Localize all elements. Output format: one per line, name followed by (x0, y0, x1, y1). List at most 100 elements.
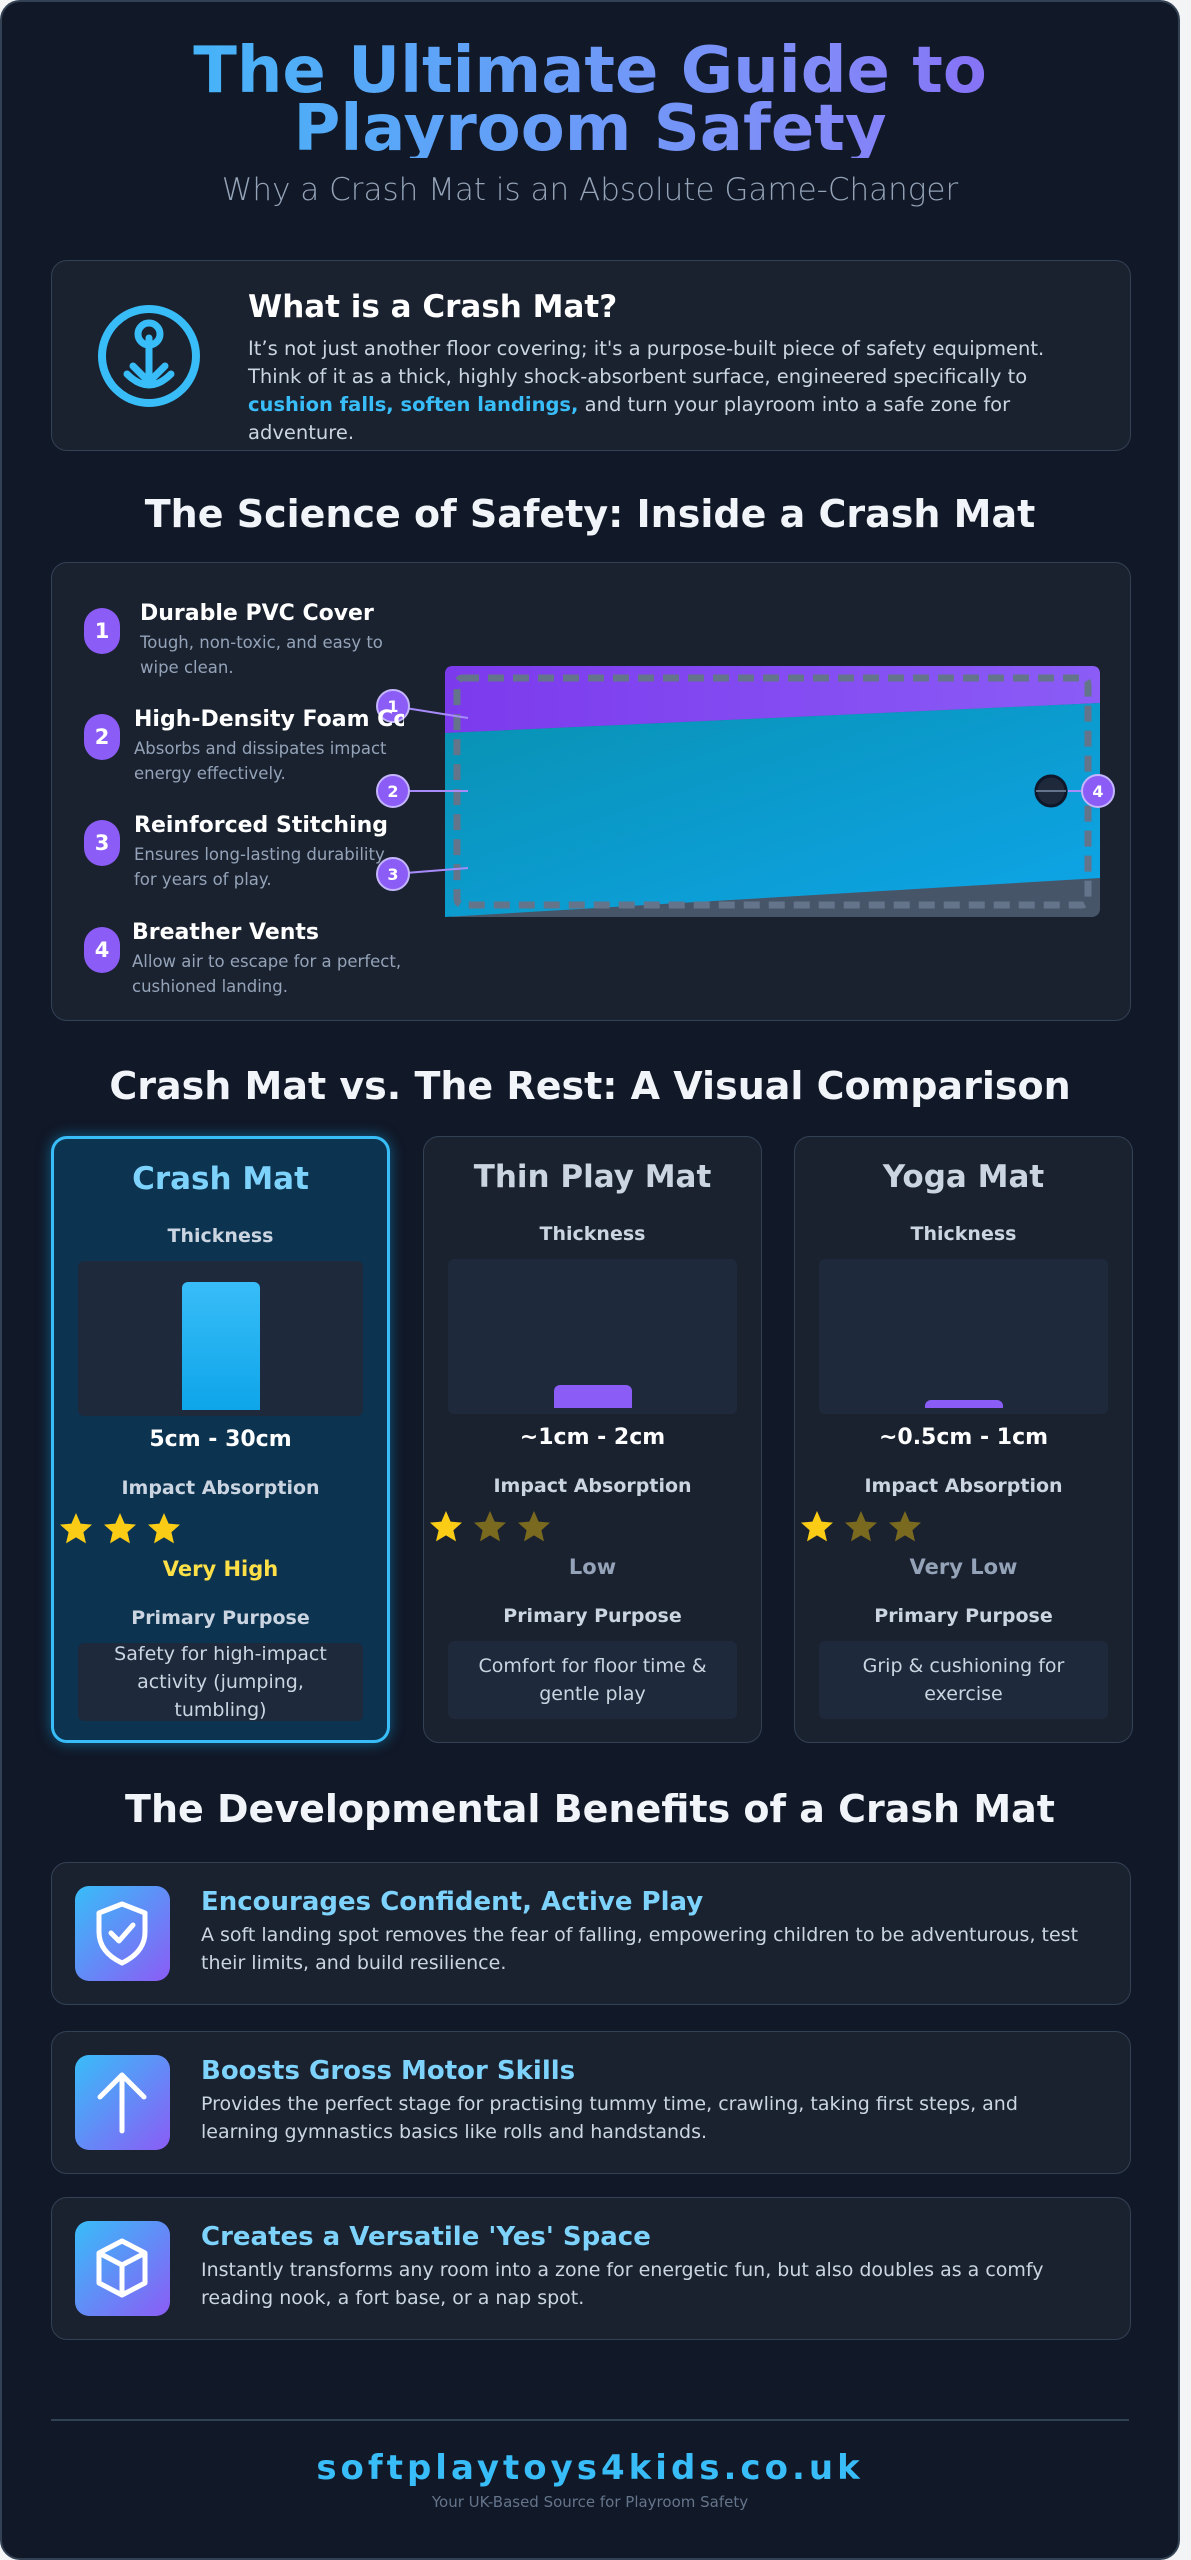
benefit-title: Boosts Gross Motor Skills (201, 2056, 576, 2086)
rating-label: Very High (162, 1557, 279, 1581)
purpose-text: Grip & cushioning for exercise (819, 1641, 1108, 1719)
star (474, 1511, 506, 1542)
layer-text: Allow air to escape for a perfect, cushi… (132, 952, 402, 996)
layer-item: Breather Vents Allow air to escape for a … (132, 920, 402, 999)
star (430, 1511, 462, 1542)
benefit-title: Encourages Confident, Active Play (201, 1887, 704, 1917)
rating-label: Low (568, 1555, 617, 1579)
intro-title: What is a Crash Mat? (248, 289, 618, 325)
thickness-value: 5cm - 30cm (149, 1427, 292, 1452)
purpose-text: Safety for high-impact activity (jumping… (78, 1643, 363, 1721)
star (889, 1511, 921, 1542)
icon-graphic (97, 2072, 147, 2134)
section-title: The Developmental Benefits of a Crash Ma… (125, 1787, 1055, 1831)
benefit-card: Boosts Gross Motor Skills Provides the pe… (51, 2031, 1131, 2174)
thickness-bar (553, 1385, 632, 1408)
callout-number: 4 (1092, 782, 1103, 801)
layer-title: High-Density Foam Core (134, 707, 404, 732)
layer-badge: 4 (84, 927, 120, 973)
thickness-label: Thickness (167, 1225, 274, 1247)
rating-label: Very Low (909, 1555, 1018, 1579)
benefit-icon (75, 2055, 170, 2150)
layer-badge: 1 (84, 608, 120, 654)
callout-marker (376, 774, 410, 808)
intro-highlight: cushion falls, soften landings, (248, 393, 579, 416)
layer-text: Tough, non-toxic, and easy to wipe clean… (140, 633, 383, 677)
layer-title: Durable PVC Cover (140, 601, 374, 626)
pvc-cover (445, 666, 1100, 733)
comparison-column: Crash Mat Thickness 5cm - 30cm Impact Absor… (51, 1136, 390, 1743)
star (60, 1513, 92, 1544)
comparison-column: Yoga Mat Thickness ~0.5cm - 1cm Impact Abso… (794, 1136, 1133, 1743)
section-title: Crash Mat vs. The Rest: A Visual Compari… (109, 1064, 1071, 1108)
callout-marker (1081, 774, 1115, 808)
star (148, 1513, 180, 1544)
purpose-label: Primary Purpose (874, 1605, 1053, 1627)
benefit-text: A soft landing spot removes the fear of … (201, 1924, 1079, 1974)
mat-name: Crash Mat (132, 1161, 309, 1197)
callout-number: 2 (387, 782, 398, 801)
layer-title: Breather Vents (132, 920, 320, 945)
layer-item: Reinforced Stitching Ensures long-lasting… (134, 813, 404, 892)
comparison-column: Thin Play Mat Thickness ~1cm - 2cm Impact A… (423, 1136, 762, 1743)
benefit-title: Creates a Versatile 'Yes' Space (201, 2222, 651, 2252)
callout-number: 3 (387, 865, 398, 884)
mat-name: Thin Play Mat (473, 1159, 712, 1195)
callout-number: 1 (387, 697, 398, 716)
star-rating (60, 1513, 180, 1544)
benefit-text: Provides the perfect stage for practisin… (201, 2093, 1018, 2143)
mat-diagram: 1 2 3 4 (376, 666, 1115, 917)
benefit-card: Creates a Versatile 'Yes' Space Instantly… (51, 2197, 1131, 2340)
star (104, 1513, 136, 1544)
benefit-icon (75, 1886, 170, 1981)
thickness-value: ~1cm - 2cm (519, 1425, 666, 1450)
impact-label: Impact Absorption (121, 1477, 320, 1499)
layer-text: Ensures long-lasting durability for year… (134, 845, 385, 889)
thickness-label: Thickness (539, 1223, 646, 1245)
star (845, 1511, 877, 1542)
site-name: softplaytoys4kids.co.uk (316, 2448, 864, 2488)
main-title: The Ultimate Guide to Playroom Safety (42, 39, 1138, 161)
star-rating (801, 1511, 921, 1542)
star (801, 1511, 833, 1542)
intro-body: It’s not just another floor covering; it… (248, 335, 1098, 447)
star-rating (430, 1511, 550, 1542)
thickness-box (819, 1259, 1108, 1414)
benefit-icon (75, 2221, 170, 2316)
benefit-card: Encourages Confident, Active Play A soft … (51, 1862, 1131, 2005)
layer-item: High-Density Foam Core Absorbs and dissip… (134, 707, 404, 786)
thickness-bar (924, 1400, 1003, 1408)
thickness-box (78, 1261, 363, 1416)
thickness-label: Thickness (910, 1223, 1017, 1245)
thickness-box (448, 1259, 737, 1414)
intro-text: It’s not just another floor covering; it… (248, 337, 1045, 388)
benefit-text: Instantly transforms any room into a zon… (201, 2259, 1044, 2309)
layer-title: Reinforced Stitching (134, 813, 389, 838)
foam-core (445, 703, 1100, 917)
science-card: 1 2 3 4 1 Durable PVC Cover Tough, non-toxic,… (51, 562, 1131, 1021)
star (518, 1511, 550, 1542)
mat-name: Yoga Mat (882, 1159, 1045, 1195)
divider (51, 2419, 1129, 2421)
layer-badge: 3 (84, 820, 120, 866)
icon-graphic (96, 1901, 148, 1966)
callout-marker (376, 857, 410, 891)
layer-item: Durable PVC Cover Tough, non-toxic, and e… (140, 601, 410, 680)
mat-icon (98, 305, 200, 407)
purpose-text: Comfort for floor time & gentle play (448, 1641, 737, 1719)
thickness-bar (181, 1282, 260, 1410)
impact-label: Impact Absorption (864, 1475, 1063, 1497)
impact-label: Impact Absorption (493, 1475, 692, 1497)
section-title: The Science of Safety: Inside a Crash Ma… (144, 492, 1036, 536)
purpose-label: Primary Purpose (131, 1607, 310, 1629)
tagline: Your UK-Based Source for Playroom Safety (431, 2493, 749, 2511)
callout-marker (376, 689, 410, 723)
layer-text: Absorbs and dissipates impact energy eff… (134, 739, 387, 783)
intro-card: What is a Crash Mat? It’s not just anoth… (51, 260, 1131, 451)
layer-badge: 2 (84, 714, 120, 760)
subtitle: Why a Crash Mat is an Absolute Game-Chan… (221, 172, 959, 208)
icon-graphic (96, 2238, 148, 2298)
